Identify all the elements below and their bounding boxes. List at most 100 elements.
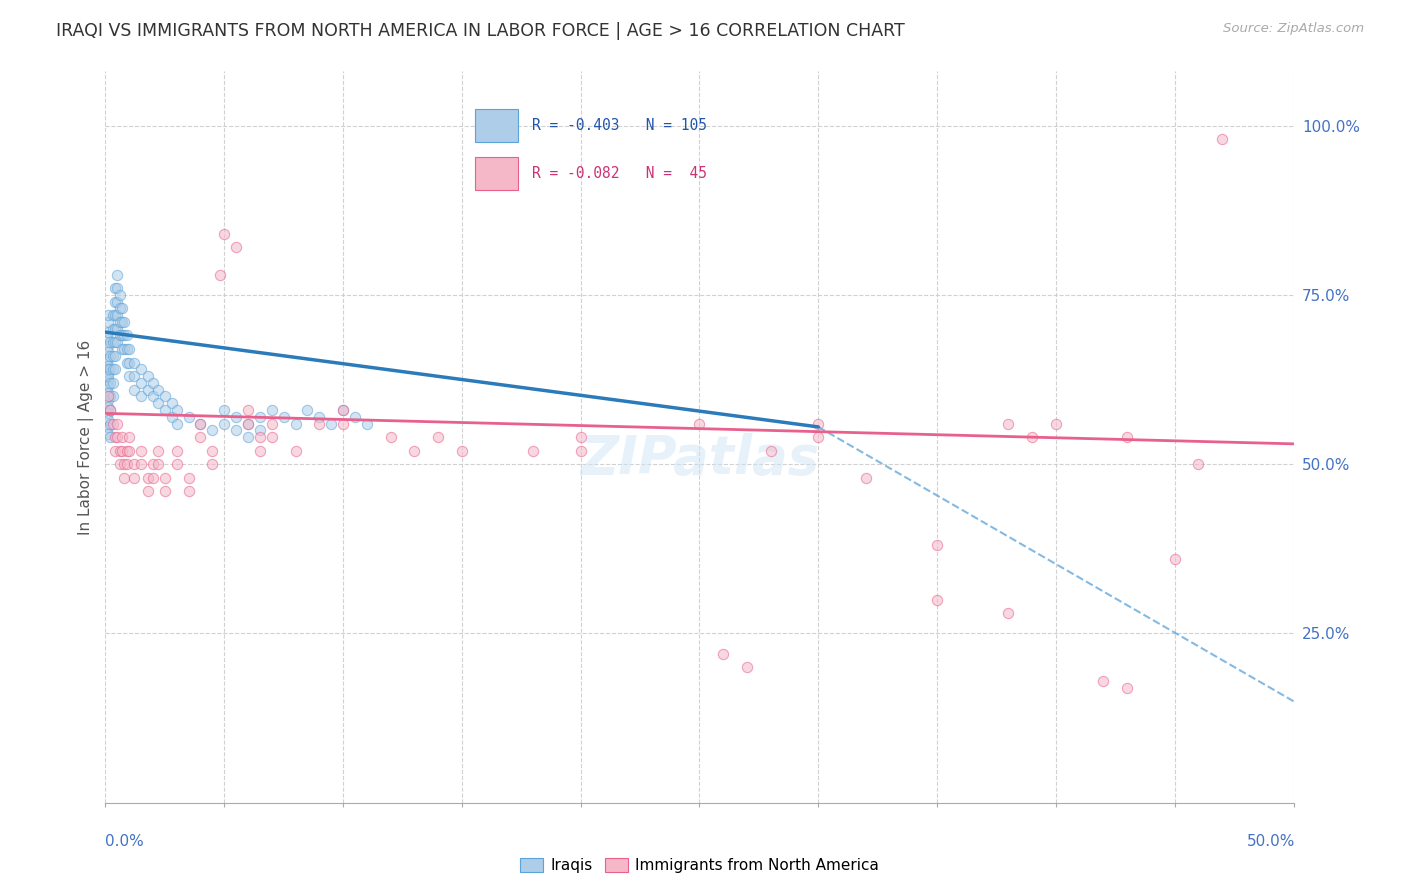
Point xyxy=(236,417,259,431)
Point xyxy=(925,592,948,607)
Point xyxy=(146,457,169,471)
Point xyxy=(129,362,152,376)
Point xyxy=(190,430,212,444)
Point xyxy=(807,417,830,431)
Point xyxy=(98,430,121,444)
Point xyxy=(97,345,120,359)
Point xyxy=(208,268,231,282)
Point xyxy=(190,417,212,431)
Text: IRAQI VS IMMIGRANTS FROM NORTH AMERICA IN LABOR FORCE | AGE > 16 CORRELATION CHA: IRAQI VS IMMIGRANTS FROM NORTH AMERICA I… xyxy=(56,22,905,40)
Point xyxy=(104,335,127,350)
Point xyxy=(101,389,124,403)
Point xyxy=(108,443,131,458)
Point xyxy=(111,328,134,343)
Point xyxy=(114,315,136,329)
Point xyxy=(308,409,330,424)
Point xyxy=(104,322,127,336)
Point xyxy=(569,443,592,458)
Point xyxy=(153,471,176,485)
Point xyxy=(260,417,283,431)
Point xyxy=(97,379,120,393)
Point xyxy=(1021,430,1043,444)
Point xyxy=(273,409,295,424)
Point xyxy=(260,403,283,417)
Point xyxy=(236,417,259,431)
Point xyxy=(101,308,124,322)
Point xyxy=(105,268,128,282)
Legend: Iraqis, Immigrants from North America: Iraqis, Immigrants from North America xyxy=(513,852,886,880)
Point xyxy=(101,322,124,336)
Point xyxy=(166,457,188,471)
Point xyxy=(105,308,128,322)
Point xyxy=(1116,681,1139,695)
Point xyxy=(569,430,592,444)
Point xyxy=(115,457,138,471)
Point xyxy=(108,328,131,343)
Point xyxy=(177,484,200,499)
Point xyxy=(104,281,127,295)
Point xyxy=(356,417,378,431)
Point xyxy=(1164,552,1187,566)
Point xyxy=(201,457,224,471)
Point xyxy=(308,417,330,431)
Point xyxy=(332,403,354,417)
Point xyxy=(105,281,128,295)
Point xyxy=(997,417,1019,431)
Point xyxy=(111,342,134,356)
Point xyxy=(142,471,165,485)
Point xyxy=(1187,457,1209,471)
Point xyxy=(297,403,319,417)
Point xyxy=(136,471,159,485)
Point xyxy=(97,372,120,386)
Point xyxy=(97,420,120,434)
Point xyxy=(97,392,120,407)
Point xyxy=(97,352,120,367)
Point xyxy=(343,409,366,424)
Point xyxy=(129,457,152,471)
Point xyxy=(260,430,283,444)
Point xyxy=(201,443,224,458)
Point xyxy=(214,227,236,241)
Text: 0.0%: 0.0% xyxy=(105,834,145,849)
Point xyxy=(105,430,128,444)
Point xyxy=(98,376,121,390)
Point xyxy=(104,362,127,376)
Point xyxy=(236,403,259,417)
Point xyxy=(97,386,120,401)
Point xyxy=(101,376,124,390)
Point xyxy=(146,396,169,410)
Point xyxy=(214,403,236,417)
Point xyxy=(97,325,120,339)
Point xyxy=(166,417,188,431)
Point xyxy=(190,417,212,431)
Point xyxy=(104,308,127,322)
Point xyxy=(97,413,120,427)
Point xyxy=(236,430,259,444)
Point xyxy=(118,443,141,458)
Point xyxy=(153,389,176,403)
Point xyxy=(101,349,124,363)
Point xyxy=(136,369,159,384)
Point xyxy=(332,417,354,431)
Point xyxy=(105,322,128,336)
Point xyxy=(98,403,121,417)
Point xyxy=(105,294,128,309)
Point xyxy=(450,443,472,458)
Point xyxy=(214,417,236,431)
Point xyxy=(225,423,247,437)
Point xyxy=(249,409,271,424)
Point xyxy=(98,349,121,363)
Point xyxy=(97,339,120,353)
Point xyxy=(522,443,544,458)
Point xyxy=(380,430,402,444)
Point xyxy=(855,471,877,485)
Point xyxy=(97,362,120,376)
Point xyxy=(115,342,138,356)
Point xyxy=(111,315,134,329)
Point xyxy=(142,389,165,403)
Point xyxy=(997,606,1019,620)
Point xyxy=(115,355,138,369)
Point xyxy=(98,362,121,376)
Point xyxy=(97,315,120,329)
Point xyxy=(759,443,782,458)
